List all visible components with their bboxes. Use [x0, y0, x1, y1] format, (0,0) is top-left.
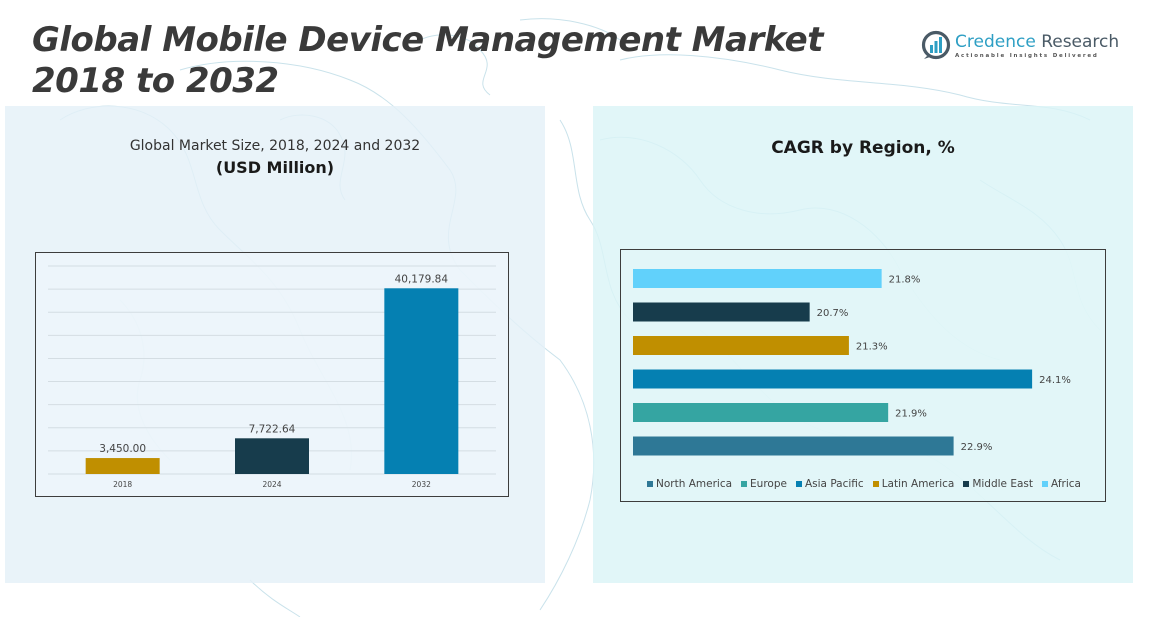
x-tick-2024: 2024 [262, 480, 281, 489]
cagr-panel: CAGR by Region, % 21.8% 20.7% 21.3% 24.1% 21… [593, 106, 1133, 583]
page-title: Global Mobile Device Management Market 2… [32, 20, 823, 102]
value-label-asia-pacific: 24.1% [1039, 375, 1071, 386]
bar-north-america [633, 436, 954, 456]
bar-2024 [235, 438, 309, 474]
market-size-chart-title: Global Market Size, 2018, 2024 and 2032 [129, 138, 421, 154]
logo-name-part2: Research [1041, 31, 1120, 52]
legend-item-latin-america: Latin America [872, 478, 955, 490]
cagr-chart: 21.8% 20.7% 21.3% 24.1% 21.9% 22.9% North Ame… [620, 249, 1106, 502]
legend-item-north-america: North America [647, 478, 732, 490]
value-label-north-america: 22.9% [961, 442, 993, 453]
bar-chart-logo-icon [921, 30, 951, 60]
cagr-chart-title: CAGR by Region, % [771, 138, 955, 158]
value-label-2024: 7,722.64 [249, 423, 296, 435]
bars [85, 288, 459, 474]
bars [633, 269, 1033, 456]
value-labels: 3,450.00 7,722.64 40,179.84 [99, 273, 448, 455]
bar-europe [633, 403, 889, 422]
bar-middle-east [633, 302, 810, 322]
value-label-middle-east: 20.7% [817, 308, 849, 319]
legend-swatch [1042, 481, 1049, 487]
legend-item-africa: Africa [1042, 478, 1081, 490]
legend-swatch [741, 481, 748, 487]
logo-tagline: Actionable Insights Delivered [955, 52, 1099, 59]
bar-africa [633, 269, 882, 288]
logo-name-part1: Credence [955, 31, 1036, 52]
legend-swatch [795, 481, 802, 487]
credence-research-logo: Credence Research Actionable Insights De… [921, 30, 1119, 60]
title-line-2: 2018 to 2032 [32, 61, 279, 101]
bar-2032 [384, 288, 459, 474]
legend-item-middle-east: Middle East [963, 478, 1033, 490]
legend-item-europe: Europe [741, 478, 787, 490]
x-tick-2032: 2032 [412, 480, 431, 489]
legend-swatch [872, 481, 879, 487]
legend-item-asia-pacific: Asia Pacific [795, 478, 864, 490]
legend-label: Africa [1051, 478, 1081, 490]
x-tick-2018: 2018 [113, 480, 132, 489]
value-labels: 21.8% 20.7% 21.3% 24.1% 21.9% 22.9% [817, 275, 1071, 454]
bar-2018 [85, 458, 160, 474]
legend-swatch [963, 481, 970, 487]
legend-label: Asia Pacific [804, 478, 864, 490]
market-size-panel: Global Market Size, 2018, 2024 and 2032 … [5, 106, 545, 583]
value-label-latin-america: 21.3% [856, 342, 888, 353]
logo-name: Credence Research [955, 32, 1119, 52]
title-line-1: Global Mobile Device Management Market [32, 20, 823, 60]
legend-label: Middle East [972, 478, 1034, 490]
chart-legend: North America Europe Asia Pacific Latin Ame… [621, 478, 1107, 490]
legend-label: Europe [750, 478, 787, 490]
bar-asia-pacific [633, 369, 1033, 389]
value-label-africa: 21.8% [889, 275, 921, 286]
market-size-bar-chart: 3,450.00 7,722.64 40,179.84 2018 2024 2032 [48, 265, 496, 489]
market-size-unit-label: (USD Million) [215, 158, 335, 177]
x-tick-labels: 2018 2024 2032 [113, 480, 431, 489]
value-label-2018: 3,450.00 [99, 443, 146, 455]
market-size-chart: 3,450.00 7,722.64 40,179.84 2018 2024 2032 [35, 252, 509, 497]
value-label-europe: 21.9% [895, 409, 927, 420]
value-label-2032: 40,179.84 [395, 273, 449, 285]
bar-latin-america [633, 336, 849, 355]
cagr-bar-chart: 21.8% 20.7% 21.3% 24.1% 21.9% 22.9% [633, 269, 1071, 456]
legend-label: North America [656, 478, 733, 490]
legend-label: Latin America [881, 478, 955, 490]
legend-swatch [647, 481, 654, 487]
